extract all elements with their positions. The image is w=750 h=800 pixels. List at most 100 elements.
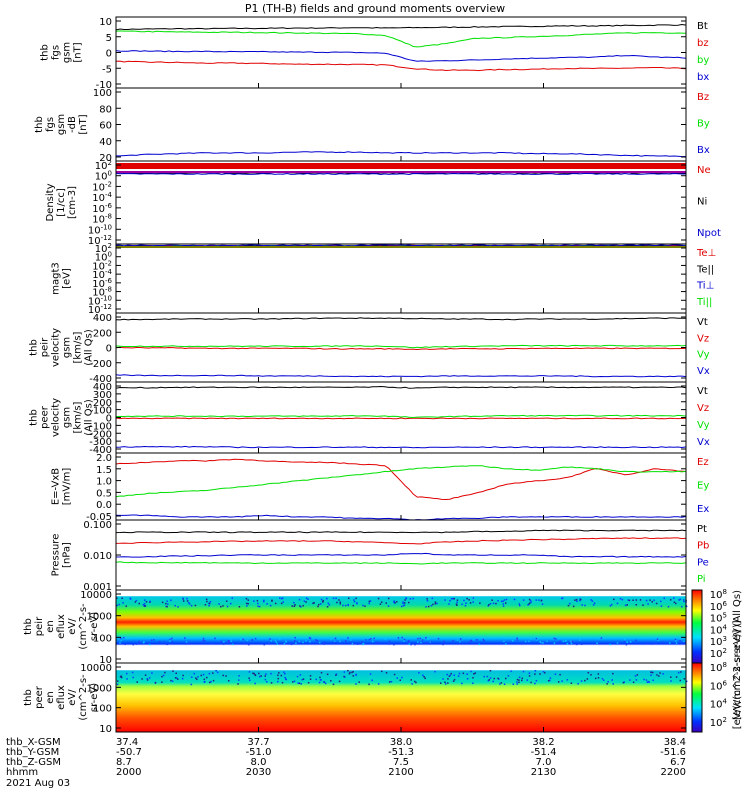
- spectrogram-noise: [353, 600, 356, 603]
- spectrogram-noise: [344, 640, 347, 642]
- spectrogram-noise: [369, 673, 372, 675]
- spectrogram-noise: [394, 602, 396, 604]
- spectrogram-noise: [657, 639, 660, 641]
- spectrogram-noise: [610, 603, 613, 606]
- spectrogram-noise: [131, 671, 134, 674]
- spectrogram-noise: [309, 637, 312, 640]
- spectrogram-noise: [555, 638, 557, 640]
- footer-value: 2100: [388, 767, 413, 778]
- legend-Vt: Vt: [697, 386, 708, 397]
- spectrogram-noise: [402, 604, 405, 607]
- spectrogram-noise: [570, 682, 573, 684]
- spectrogram-noise: [294, 604, 296, 606]
- spectrogram-noise: [516, 637, 518, 640]
- spectrogram-noise: [161, 675, 163, 678]
- spectrogram-noise: [434, 603, 437, 605]
- spectrogram-noise: [298, 682, 301, 685]
- panel-frame: [115, 452, 687, 521]
- spectrogram-noise: [374, 637, 377, 640]
- spectrogram-noise: [679, 598, 682, 601]
- ytick-label: 10: [99, 655, 112, 666]
- spectrogram-noise: [323, 643, 325, 645]
- spectrogram-noise: [212, 679, 215, 682]
- spectrogram-noise: [315, 639, 317, 641]
- spectrogram-noise: [579, 599, 581, 602]
- spectrogram-noise: [464, 604, 467, 607]
- spectrogram-noise: [269, 638, 271, 640]
- legend-Vy: Vy: [697, 350, 710, 361]
- spectrogram-noise: [202, 639, 204, 642]
- spectrogram-noise: [149, 601, 151, 603]
- legend-Bt: Bt: [697, 21, 708, 32]
- spectrogram-noise: [650, 671, 652, 674]
- spectrogram-noise: [453, 678, 456, 681]
- spectrogram-noise: [358, 681, 360, 683]
- spectrogram-noise: [479, 602, 481, 604]
- spectrogram-noise: [427, 605, 430, 608]
- spectrogram-noise: [161, 601, 164, 604]
- ytick-label: 10000: [80, 590, 112, 601]
- spectrogram-noise: [300, 606, 302, 608]
- spectrogram-noise: [474, 672, 477, 674]
- spectrogram-noise: [576, 600, 578, 602]
- spectrogram-noise: [327, 602, 330, 605]
- panel-4: 400 200 0 -200 -400 thbpeirvelocitygsm[km/s](…: [29, 312, 710, 385]
- spectrogram-noise: [402, 601, 404, 603]
- ytick-label: 100: [93, 406, 112, 417]
- spectrogram-noise: [625, 643, 628, 646]
- ytick-label: 0.001: [83, 582, 112, 593]
- spectrogram-noise: [409, 598, 412, 600]
- spectrogram-noise: [528, 675, 531, 677]
- spectrogram-noise: [430, 641, 433, 643]
- spectrogram-noise: [623, 681, 625, 683]
- spectrogram-noise: [674, 602, 677, 605]
- spectrogram-noise: [343, 675, 345, 678]
- series-Ey: [115, 465, 687, 498]
- spectrogram-noise: [401, 676, 403, 679]
- spectrogram-noise: [208, 604, 210, 607]
- legend-Ne: Ne: [697, 165, 711, 176]
- spectrogram-noise: [453, 674, 455, 677]
- spectrogram-noise: [346, 637, 348, 639]
- spectrogram-noise: [528, 598, 531, 601]
- spectrogram-noise: [616, 602, 619, 605]
- spectrogram-noise: [292, 681, 294, 683]
- ytick-label: 10-6: [92, 202, 112, 215]
- spectrogram-noise: [171, 680, 174, 682]
- series-Vx: [115, 445, 687, 449]
- spectrogram-noise: [164, 671, 166, 674]
- spectrogram-noise: [361, 640, 363, 643]
- spectrogram-noise: [565, 639, 567, 642]
- spectrogram-noise: [426, 599, 429, 602]
- spectrogram-noise: [578, 639, 581, 641]
- spectrogram-noise: [278, 672, 280, 674]
- spectrogram-noise: [305, 597, 308, 599]
- spectrogram-noise: [495, 602, 497, 605]
- spectrogram-noise: [247, 599, 250, 601]
- spectrogram-noise: [404, 602, 406, 604]
- spectrogram-noise: [252, 672, 254, 675]
- spectrogram-noise: [355, 673, 357, 676]
- spectrogram-noise: [339, 601, 342, 603]
- ylabel: thbfgsgsm-dB[nT]: [34, 114, 89, 135]
- spectrogram-noise: [540, 599, 543, 602]
- spectrogram-noise: [418, 672, 420, 674]
- spectrogram-noise: [465, 602, 467, 604]
- spectrogram-noise: [171, 637, 173, 640]
- spectrogram: [116, 590, 686, 663]
- ytick-label: -200: [89, 359, 112, 370]
- spectrogram-noise: [461, 682, 463, 685]
- spectrogram-noise: [388, 640, 391, 643]
- spectrogram-noise: [326, 673, 329, 676]
- spectrogram-noise: [253, 672, 255, 675]
- spectrogram-noise: [170, 679, 172, 682]
- ytick-label: 10-2: [92, 259, 112, 272]
- spectrogram-noise: [642, 604, 644, 606]
- spectrogram-noise: [425, 642, 428, 644]
- ytick-label: 10-12: [88, 234, 112, 247]
- spectrogram-noise: [566, 679, 569, 681]
- spectrogram-noise: [612, 672, 614, 675]
- spectrogram-noise: [229, 602, 232, 605]
- spectrogram-noise: [166, 600, 168, 602]
